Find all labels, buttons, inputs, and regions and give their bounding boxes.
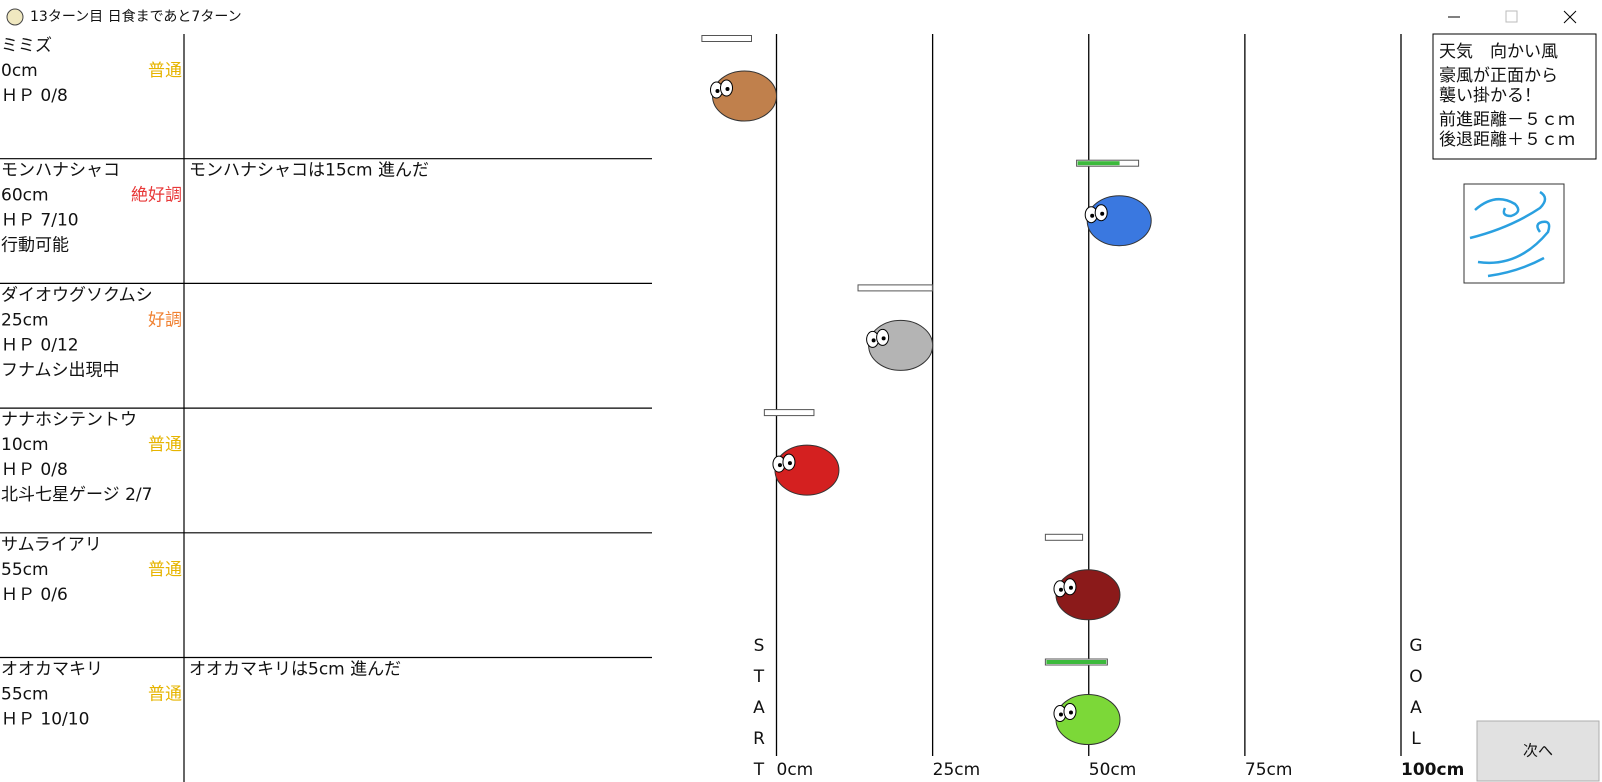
- weather-line: 豪風が正面から: [1439, 65, 1558, 86]
- sprite-pupil: [1058, 712, 1063, 717]
- sprite-body: [712, 70, 777, 122]
- racer-condition: 普通: [148, 61, 182, 81]
- window-title: 13ターン目 日食まであと7ターン: [30, 8, 242, 25]
- racer-hp: ＨＰ 0/8: [1, 86, 68, 106]
- track-tick-label: 0cm: [777, 760, 814, 780]
- goal-letter: L: [1411, 729, 1421, 749]
- racer-status: フナムシ出現中: [1, 360, 120, 380]
- racer-sprite: [1053, 569, 1121, 621]
- hp-bar-fill: [1077, 161, 1120, 166]
- sprite-pupil: [881, 336, 886, 341]
- racer-distance: 25cm: [1, 310, 49, 330]
- start-letter: S: [754, 636, 765, 656]
- start-letter: A: [753, 698, 765, 718]
- sprite-body: [1055, 694, 1121, 745]
- sprite-pupil: [1058, 587, 1063, 592]
- racer-hp: ＨＰ 7/10: [1, 211, 79, 231]
- hp-bar-frame: [1044, 533, 1084, 541]
- sprite-body: [868, 319, 934, 371]
- racer-sprite: [866, 319, 934, 371]
- racer-hp: ＨＰ 0/12: [1, 335, 79, 355]
- sprite-body: [1086, 195, 1152, 247]
- track-tick-label: 25cm: [933, 760, 981, 780]
- close-button[interactable]: [1563, 10, 1577, 24]
- sprite-body: [774, 444, 840, 496]
- racer-distance: 60cm: [1, 186, 49, 206]
- racer-distance: 0cm: [1, 61, 38, 81]
- hp-bar-frame: [763, 409, 815, 417]
- next-button[interactable]: 次へ: [1476, 720, 1600, 782]
- racer-status: 北斗七星ゲージ 2/7: [1, 485, 152, 505]
- start-letter: T: [753, 760, 765, 780]
- racer-distance: 55cm: [1, 560, 49, 580]
- racer-distance: 55cm: [1, 685, 49, 705]
- hp-bar-frame: [857, 284, 933, 292]
- app-icon: [6, 8, 24, 26]
- weather-box: [1432, 33, 1597, 160]
- wind-icon: [1469, 190, 1551, 278]
- racer-log: オオカマキリは5cm 進んだ: [189, 660, 401, 680]
- start-letter: R: [753, 729, 765, 749]
- sprite-body: [1055, 569, 1121, 621]
- racer-hp: ＨＰ 10/10: [1, 710, 89, 730]
- sprite-pupil: [787, 461, 792, 466]
- racer-condition: 好調: [148, 310, 182, 330]
- racer-sprite: [710, 70, 777, 122]
- racer-distance: 10cm: [1, 435, 49, 455]
- racer-condition: 普通: [148, 435, 182, 455]
- goal-letter: O: [1409, 667, 1422, 687]
- racer-condition: 普通: [148, 685, 182, 705]
- racer-condition: 普通: [148, 560, 182, 580]
- sprite-pupil: [1068, 585, 1073, 590]
- hp-bar-frame: [701, 35, 753, 42]
- sprite-pupil: [1068, 710, 1073, 715]
- sprite-pupil: [871, 338, 876, 343]
- racer-log: モンハナシャコは15cm 進んだ: [189, 161, 429, 181]
- weather-line: 襲い掛かる！: [1439, 86, 1541, 106]
- racer-hp: ＨＰ 0/6: [1, 585, 68, 605]
- maximize-button[interactable]: [1505, 10, 1518, 23]
- title-bar: 13ターン目 日食まであと7ターン: [6, 8, 1577, 26]
- racer-name: モンハナシャコ: [1, 161, 120, 181]
- racer-name: サムライアリ: [1, 535, 102, 555]
- weather-title: 天気 向かい風: [1439, 42, 1558, 62]
- racer-condition: 絶好調: [131, 186, 182, 206]
- goal-letter: A: [1410, 698, 1422, 718]
- racer-name: ダイオウグソクムシ: [1, 285, 153, 305]
- racer-hp: ＨＰ 0/8: [1, 460, 68, 480]
- weather-panel: 天気 向かい風 豪風が正面から 襲い掛かる！ 前進距離－５ｃｍ 後退距離＋５ｃｍ: [1432, 33, 1597, 284]
- next-button-face[interactable]: [1476, 720, 1600, 782]
- weather-icon-frame: [1463, 183, 1565, 284]
- next-button-label[interactable]: 次へ: [1523, 742, 1553, 760]
- sprite-pupil: [777, 463, 782, 468]
- racer-sprite: [1053, 694, 1121, 745]
- track-tick-label: 75cm: [1245, 760, 1293, 780]
- sprite-pupil: [1100, 211, 1105, 216]
- weather-line: 前進距離－５ｃｍ: [1439, 110, 1575, 130]
- hp-bar-fill: [1046, 660, 1107, 664]
- racer-status: 行動可能: [1, 236, 69, 256]
- racer-sprite: [772, 444, 840, 496]
- racer-name: ナナホシテントウ: [1, 410, 137, 430]
- weather-line: 後退距離＋５ｃｍ: [1439, 130, 1575, 150]
- sprite-pupil: [715, 89, 720, 93]
- racer-name: オオカマキリ: [1, 660, 103, 680]
- track-tick-label: 100cm: [1401, 760, 1464, 780]
- track-tick-label: 50cm: [1089, 760, 1137, 780]
- racer-list: ミミズ 0cm 普通 ＨＰ 0/8 モンハナシャコ 60cm 絶好調 ＨＰ 7/10 行動可能 モ…: [0, 35, 1152, 745]
- start-letter: T: [753, 667, 765, 687]
- goal-letter: G: [1409, 636, 1422, 656]
- racer-sprite: [1084, 195, 1152, 247]
- sprite-pupil: [725, 87, 730, 91]
- sprite-pupil: [1090, 213, 1095, 218]
- racer-name: ミミズ: [1, 36, 52, 56]
